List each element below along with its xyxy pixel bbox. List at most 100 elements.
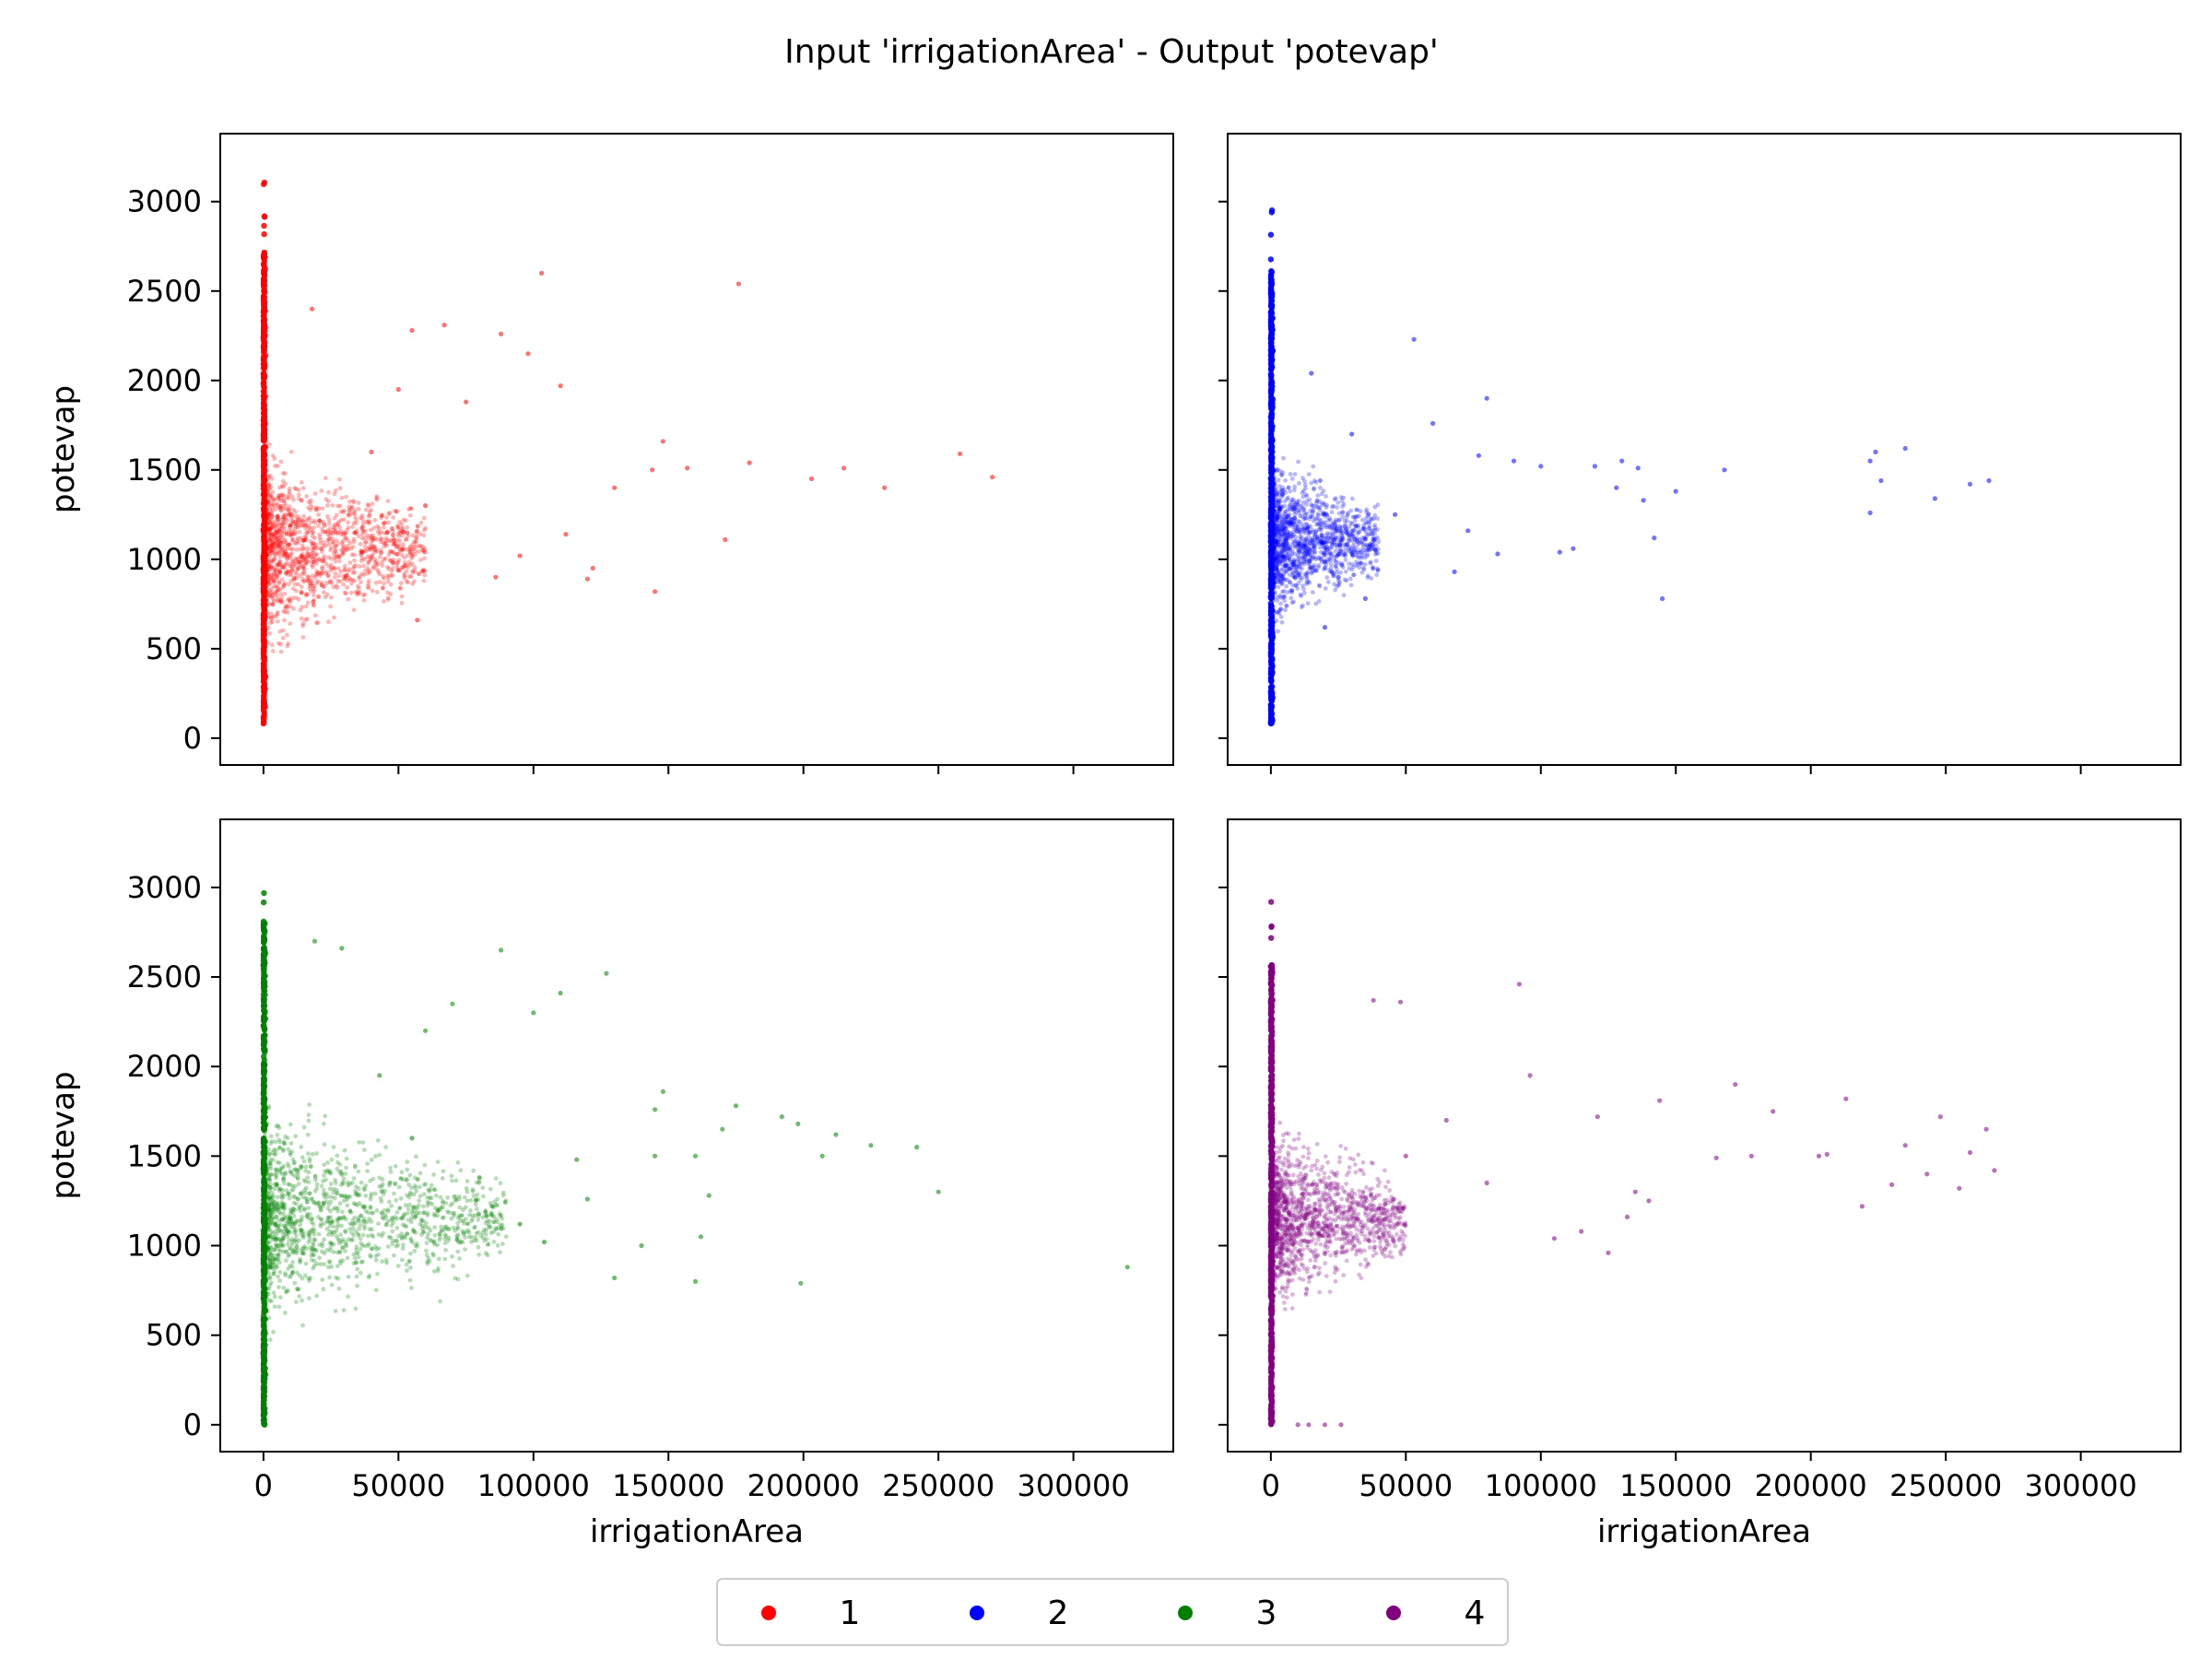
data-point — [322, 559, 327, 563]
data-point — [1318, 557, 1324, 562]
data-point — [300, 591, 304, 596]
data-point — [397, 568, 403, 572]
data-point — [265, 553, 269, 558]
data-point — [395, 525, 401, 531]
data-point — [312, 545, 318, 550]
data-point — [288, 561, 293, 567]
data-point — [310, 564, 315, 570]
data-point — [313, 542, 319, 547]
data-point — [371, 566, 376, 571]
data-point — [379, 536, 384, 541]
data-point — [261, 495, 266, 500]
data-point — [268, 559, 274, 564]
data-point — [331, 524, 336, 530]
data-point — [402, 555, 407, 560]
data-point — [265, 569, 270, 574]
data-point — [1290, 524, 1296, 530]
data-point — [260, 899, 267, 906]
data-point — [1279, 512, 1285, 517]
data-point — [261, 524, 266, 529]
data-point — [366, 513, 371, 519]
data-point — [282, 500, 288, 506]
data-point — [350, 571, 356, 575]
data-point — [262, 485, 267, 489]
data-point — [263, 568, 267, 573]
data-point — [301, 538, 306, 544]
data-point — [392, 537, 397, 543]
data-point — [1343, 522, 1347, 527]
data-point — [296, 514, 301, 520]
data-point — [345, 1203, 350, 1208]
data-point — [260, 601, 267, 607]
data-point — [352, 511, 358, 516]
data-point — [276, 530, 280, 535]
data-point — [262, 533, 267, 538]
data-point — [400, 529, 406, 535]
data-point — [262, 503, 266, 508]
data-point — [283, 471, 288, 477]
data-point — [1294, 564, 1300, 569]
data-point — [301, 566, 307, 571]
data-point — [1293, 568, 1299, 573]
data-point — [1286, 524, 1291, 529]
data-point — [1304, 582, 1309, 587]
data-point — [1271, 477, 1277, 482]
data-point — [359, 532, 365, 537]
data-point — [1270, 545, 1276, 549]
data-point — [1619, 458, 1625, 464]
data-point — [1324, 533, 1329, 538]
data-point — [346, 547, 351, 551]
data-point — [261, 222, 267, 229]
data-point — [1298, 507, 1302, 512]
data-point — [262, 468, 267, 473]
data-point — [261, 501, 266, 507]
data-point — [337, 524, 342, 530]
data-point — [1286, 516, 1290, 521]
data-point — [415, 544, 419, 549]
data-point — [1371, 542, 1376, 547]
axes-frame — [219, 133, 1174, 766]
data-point — [1363, 521, 1368, 526]
data-point — [1267, 285, 1275, 291]
data-point — [423, 525, 428, 531]
data-point — [1321, 488, 1326, 493]
data-point — [276, 539, 282, 545]
data-point — [262, 481, 266, 487]
data-point — [382, 576, 386, 581]
data-point — [299, 498, 304, 503]
data-point — [312, 613, 318, 618]
data-point — [309, 554, 314, 559]
data-point — [395, 386, 401, 393]
data-point — [338, 532, 344, 536]
data-point — [312, 558, 317, 562]
data-point — [264, 590, 269, 594]
data-point — [1273, 523, 1278, 528]
data-point — [1330, 539, 1335, 544]
data-point — [350, 566, 356, 571]
data-point — [261, 560, 266, 566]
data-point — [261, 574, 266, 580]
data-point — [397, 585, 403, 591]
data-point — [1346, 512, 1350, 517]
data-point — [1273, 549, 1278, 554]
data-point — [265, 487, 271, 492]
data-point — [399, 552, 405, 558]
data-point — [301, 571, 307, 577]
data-point — [381, 573, 385, 579]
data-point — [1336, 518, 1342, 524]
data-point — [1274, 494, 1279, 499]
data-point — [349, 504, 354, 509]
data-point — [366, 585, 371, 591]
data-point — [283, 546, 288, 550]
data-point — [340, 551, 345, 556]
data-point — [403, 537, 408, 542]
data-point — [313, 505, 319, 511]
data-point — [260, 1100, 267, 1107]
data-point — [1300, 603, 1305, 608]
data-point — [284, 604, 288, 609]
data-point — [1300, 504, 1304, 510]
data-point — [261, 608, 266, 614]
data-point — [384, 543, 390, 548]
data-point — [1270, 536, 1276, 541]
